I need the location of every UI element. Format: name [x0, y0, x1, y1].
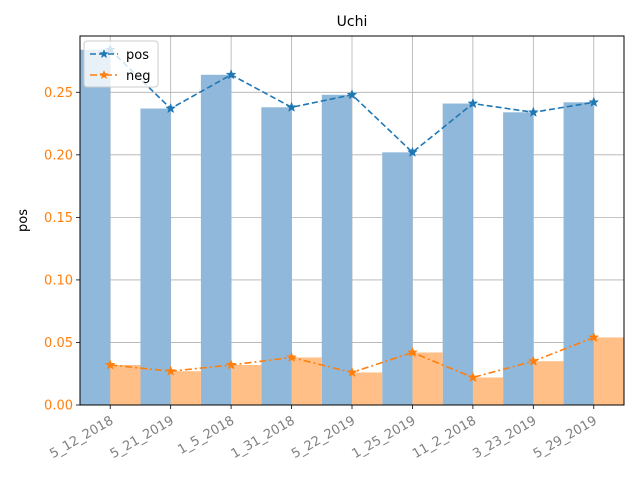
pos-bar	[503, 112, 534, 405]
neg-point	[467, 371, 479, 383]
neg-bar	[170, 371, 201, 405]
neg-bar	[291, 357, 322, 405]
y-tick-label: 0.20	[44, 148, 73, 163]
plot-frame	[79, 35, 625, 406]
pos-point	[527, 106, 539, 117]
x-tick-label: 5_21_2019	[108, 413, 177, 461]
x-tick-label: 11_2_2018	[410, 413, 479, 461]
neg-bar	[352, 372, 383, 405]
series-lines	[104, 44, 600, 383]
y-tick-label: 0.25	[44, 86, 73, 101]
pos-bar	[442, 103, 473, 405]
y-tick-label: 0.10	[44, 273, 73, 288]
y-tick-label: 0.15	[44, 211, 73, 226]
pos-point	[165, 102, 177, 114]
pos-bar	[321, 94, 352, 406]
neg-bar	[472, 377, 504, 405]
neg-point	[225, 359, 237, 370]
neg-point	[346, 366, 358, 378]
y-axis-label: pos	[16, 209, 31, 232]
neg-bar	[533, 361, 564, 405]
chart-title: Uchi	[337, 14, 368, 30]
bars	[80, 49, 624, 406]
legend-label-pos: pos	[126, 48, 149, 63]
pos-point	[407, 146, 418, 157]
neg-point	[588, 331, 600, 343]
pos-bar	[140, 108, 171, 405]
neg-bar	[593, 337, 624, 405]
pos-bar	[261, 107, 292, 405]
x-tick-label: 5_22_2019	[289, 413, 358, 461]
pos-bar	[563, 102, 594, 405]
neg-point	[527, 355, 539, 366]
x-tick-label: 3_23_2019	[470, 413, 539, 461]
neg-bar	[110, 364, 141, 405]
neg-point	[165, 365, 177, 376]
y-tick-label: 0.05	[44, 336, 73, 351]
x-tick-label: 1_31_2018	[229, 413, 298, 461]
x-tick-label: 5_29_2019	[531, 413, 600, 461]
legend-label-neg: neg	[126, 69, 151, 84]
legend-marker-pos	[99, 49, 109, 59]
legend: pos neg	[83, 40, 159, 88]
neg-bar	[412, 352, 443, 405]
neg-bar	[231, 364, 262, 405]
neg-point	[286, 351, 297, 363]
y-tick-label: 0.00	[44, 399, 73, 414]
pos-point	[467, 97, 479, 109]
legend-marker-neg	[99, 70, 109, 80]
neg-point	[407, 346, 418, 358]
x-tick-label: 5_12_2018	[47, 413, 116, 461]
x-tick-label: 1_25_2019	[350, 413, 419, 461]
pos-bar	[80, 49, 111, 405]
neg-point	[104, 359, 116, 370]
pos-point	[346, 89, 358, 100]
pos-point	[286, 101, 297, 112]
pos-point	[225, 69, 237, 80]
x-tick-label: 1_5_2018	[175, 413, 237, 457]
pos-point	[588, 96, 600, 107]
pos-bar	[200, 74, 232, 405]
pos-bar	[382, 152, 413, 405]
